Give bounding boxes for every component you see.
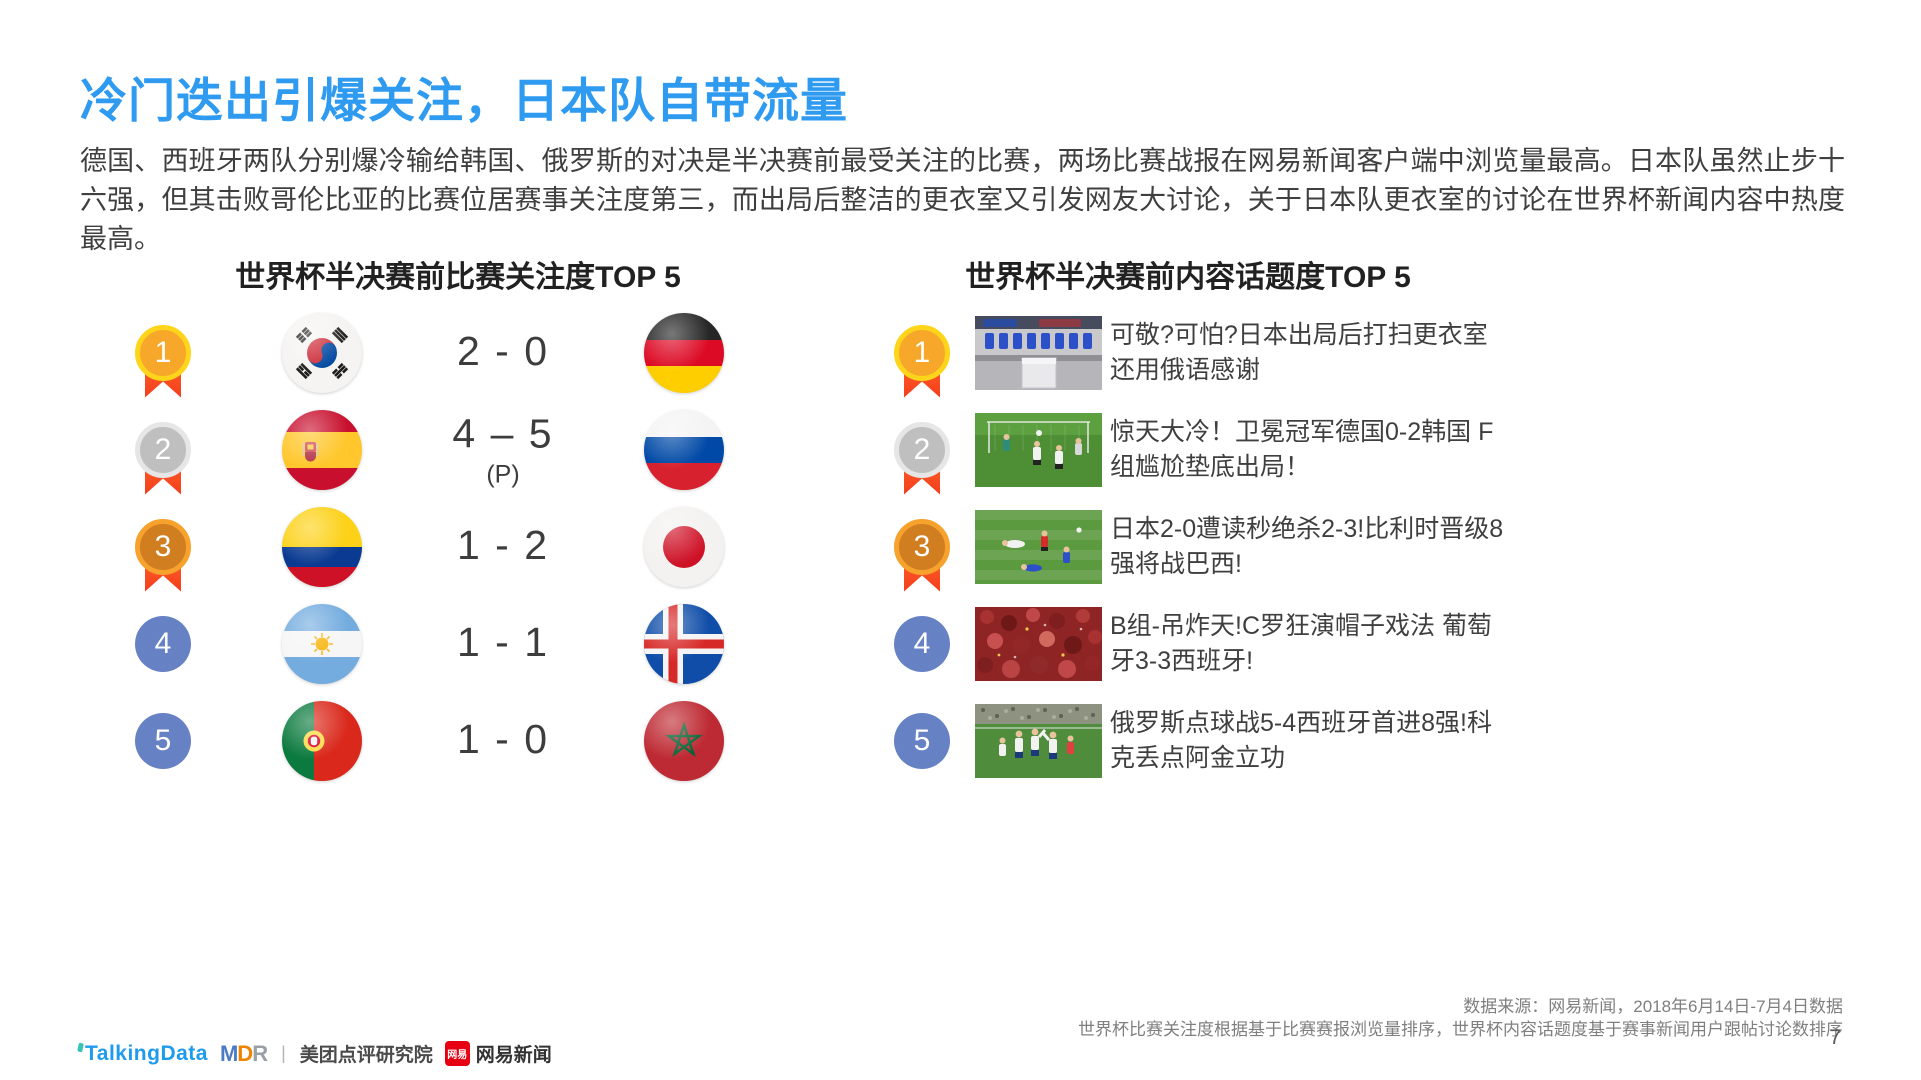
flag-russia-icon (644, 409, 724, 490)
match-score: 2 - 0 (456, 327, 550, 374)
rank-number: 1 (154, 335, 172, 369)
topic-row-4: 4 B组-吊炸天!C罗狂演帽子戏法 葡萄牙3-3西班牙 (860, 595, 1700, 692)
news-thumbnail-locker-room (975, 315, 1102, 390)
spain-crest (302, 441, 319, 461)
data-source-note: 数据来源：网易新闻，2018年6月14日-7月4日数据 世界杯比赛关注度根据基于… (1078, 995, 1843, 1041)
rank-1-medal-icon: 1 (894, 324, 950, 398)
rank-number: 4 (154, 626, 172, 660)
logo-separator: | (281, 1043, 286, 1063)
news-headline: 俄罗斯点球战5-4西班牙首进8强!科克丢点阿金立功 (1110, 708, 1492, 772)
rank-number: 2 (913, 432, 931, 466)
rank-3-medal-icon: 3 (894, 518, 950, 592)
news-headline: 日本2-0遭读秒绝杀2-3!比利时晋级8强将战巴西! (1110, 514, 1504, 578)
rank-number: 3 (154, 529, 172, 563)
left-panel-title: 世界杯半决赛前比赛关注度TOP 5 (235, 261, 681, 294)
news-headline: 惊天大冷！卫冕冠军德国0-2韩国 F组尴尬垫底出局！ (1110, 417, 1494, 481)
rank-number: 1 (913, 335, 931, 369)
news-thumbnail-red-fans (975, 606, 1102, 681)
rank-4-badge-icon: 4 (894, 615, 950, 672)
rank-1-medal-icon: 1 (135, 324, 191, 398)
rank-4-badge-icon: 4 (135, 615, 191, 672)
match-score: 4 – 5 (P) (413, 410, 593, 489)
rank-2-medal-icon: 2 (135, 421, 191, 495)
news-thumbnail-goalmouth (975, 412, 1102, 487)
rank-number: 4 (913, 626, 931, 660)
penalty-note: (P) (486, 460, 520, 488)
talkingdata-tick-icon (77, 1042, 84, 1052)
body-paragraph: 德国、西班牙两队分别爆冷输给韩国、俄罗斯的对决是半决赛前最受关注的比赛，两场比赛… (80, 146, 1845, 254)
netease-news-logo: 网易 网易新闻 (444, 1040, 552, 1067)
flag-iceland-icon (644, 603, 724, 684)
flag-south-korea-icon (282, 312, 362, 393)
flag-morocco-icon (644, 700, 724, 781)
mdr-logo: MDR (219, 1040, 268, 1066)
match-score: 1 - 1 (456, 618, 550, 665)
match-row-3: 3 1 - 2 (80, 498, 780, 595)
source-line-1: 数据来源：网易新闻，2018年6月14日-7月4日数据 (1463, 997, 1843, 1016)
rank-5-badge-icon: 5 (135, 712, 191, 769)
rank-2-medal-icon: 2 (894, 421, 950, 495)
footer-logos: TalkingData MDR | 美团点评研究院 网易 网易新闻 (77, 1040, 552, 1067)
rank-number: 3 (913, 529, 931, 563)
source-line-2: 世界杯比赛关注度根据基于比赛赛报浏览量排序，世界杯内容话题度基于赛事新闻用户跟帖… (1078, 1020, 1843, 1039)
netease-badge-icon: 网易 (444, 1041, 470, 1066)
meituan-dianping-institute-label: 美团点评研究院 (299, 1045, 433, 1066)
topic-row-1: 1 可敬?可怕?日本出局后打扫更衣 (860, 304, 1700, 401)
right-panel-title: 世界杯半决赛前内容话题度TOP 5 (965, 261, 1411, 294)
flag-germany-icon (644, 312, 724, 393)
talkingdata-logo: TalkingData (77, 1042, 208, 1066)
page-title: 冷门迭出引爆关注，日本队自带流量 (80, 74, 848, 127)
news-headline: B组-吊炸天!C罗狂演帽子戏法 葡萄牙3-3西班牙! (1110, 611, 1492, 675)
flag-colombia-icon (282, 506, 362, 587)
news-thumbnail-players-field (975, 509, 1102, 584)
match-row-1: 1 2 - 0 (80, 304, 780, 401)
flag-portugal-icon (282, 700, 362, 781)
topic-row-3: 3 日本2-0遭读秒绝杀2-3!比利时晋级8强将战巴西! (860, 498, 1700, 595)
rank-number: 2 (154, 432, 172, 466)
match-score: 1 - 0 (456, 715, 550, 762)
news-headline: 可敬?可怕?日本出局后打扫更衣室 还用俄语感谢 (1110, 320, 1488, 384)
rank-3-medal-icon: 3 (135, 518, 191, 592)
flag-japan-icon (644, 506, 724, 587)
news-thumbnail-celebration (975, 703, 1102, 778)
match-row-2: 2 4 – 5 (P) (80, 401, 780, 498)
topic-row-2: 2 惊天大冷！卫冕冠军德国0-2韩国 F组尴尬垫底出局！ (860, 401, 1700, 498)
flag-argentina-icon (282, 603, 362, 684)
rank-5-badge-icon: 5 (894, 712, 950, 769)
rank-number: 5 (913, 723, 931, 757)
match-score: 1 - 2 (456, 521, 550, 568)
rank-number: 5 (154, 723, 172, 757)
page-number: 7 (1829, 1026, 1841, 1049)
match-row-4: 4 1 - 1 (80, 595, 780, 692)
match-row-5: 5 1 - 0 (80, 692, 780, 789)
flag-spain-icon (282, 409, 362, 490)
topic-row-5: 5 俄罗斯点球战5-4西班牙首进8强!科克丢点阿金立功 (860, 692, 1700, 789)
